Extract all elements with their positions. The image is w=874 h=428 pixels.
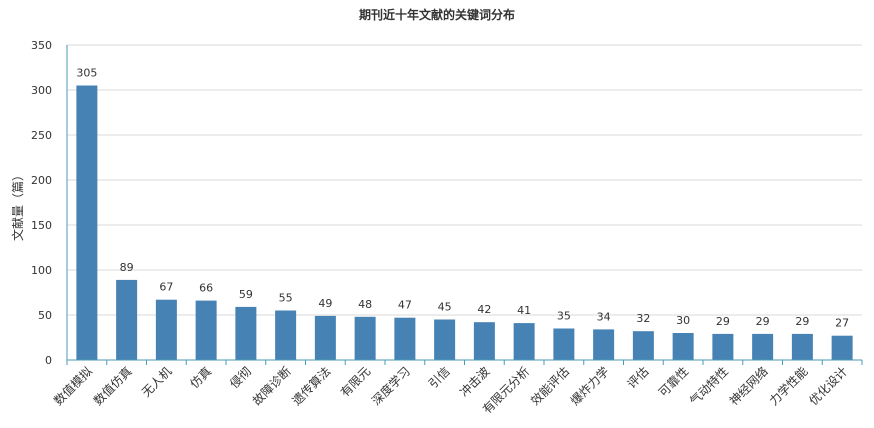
data-label: 45 [438,301,452,314]
y-tick-label: 50 [38,309,52,322]
gridlines [67,44,862,316]
x-tick-label: 故障诊断 [249,364,294,409]
data-label: 59 [239,288,253,301]
data-label: 30 [676,314,690,327]
y-tick-label: 350 [31,39,52,52]
bar-2 [116,279,138,360]
x-tick-label: 神经网络 [726,364,771,409]
data-label: 34 [597,310,611,323]
y-tick-label: 0 [45,354,52,367]
x-tick-label: 效能评估 [527,364,572,409]
bar-3 [155,299,177,360]
bar-5 [235,306,257,360]
data-label: 89 [120,261,134,274]
bar-17 [712,333,734,360]
data-label: 35 [557,310,571,323]
data-label: 47 [398,299,412,312]
bar-4 [195,300,217,360]
data-label: 29 [716,315,730,328]
bar-16 [672,333,694,360]
data-label: 67 [159,281,173,294]
y-ticks: 0 50 100 150 200 250 300 350 [31,39,52,367]
bar-20 [831,335,853,360]
data-label: 55 [279,292,293,305]
x-tick-label: 侵彻 [226,364,254,392]
bar-14 [593,329,615,360]
bar-11 [473,322,495,360]
x-tick-label: 数值仿真 [90,364,135,409]
x-tick-label: 数值模拟 [50,364,95,409]
y-tick-label: 150 [31,219,52,232]
x-tick-label: 深度学习 [368,364,413,409]
bars-group [76,85,853,360]
data-label: 29 [756,315,770,328]
y-tick-label: 250 [31,129,52,142]
x-tick-label: 引信 [426,364,453,391]
bar-13 [553,328,575,360]
data-label: 66 [199,282,213,295]
x-tick-label: 优化设计 [806,364,850,408]
x-tick-label: 爆炸力学 [567,364,612,409]
x-tick-label: 可靠性 [656,364,691,399]
y-tick-label: 200 [31,174,52,187]
bar-19 [791,333,813,360]
x-tick-label: 冲击波 [456,364,492,400]
x-tick-label: 力学性能 [766,364,811,409]
data-label: 27 [835,317,849,330]
y-axis-label: 文献量（篇） [10,169,25,241]
data-label: 49 [318,297,332,310]
data-label: 42 [477,303,491,316]
bar-10 [434,319,456,360]
chart-title: 期刊近十年文献的关键词分布 [359,7,515,22]
x-tick-label: 仿真 [187,364,214,391]
axes [66,45,863,365]
bar-7 [314,315,336,360]
bar-18 [752,333,774,360]
x-tick-label: 有限元 [338,364,373,399]
x-tick-label: 评估 [625,364,652,391]
bar-9 [394,317,416,360]
x-tick-label: 无人机 [139,364,174,399]
bar-1 [76,85,98,360]
data-labels: 305 89 67 66 59 55 49 48 47 45 42 41 35 34 32 30 29 29 29 2… [76,67,849,330]
bar-15 [632,331,654,360]
x-tick-label: 遗传算法 [289,364,334,409]
data-label: 32 [636,312,650,325]
data-label: 305 [76,67,97,80]
data-label: 29 [795,315,809,328]
y-tick-label: 300 [31,84,52,97]
data-label: 48 [358,298,372,311]
y-tick-label: 100 [31,264,52,277]
bar-12 [513,323,535,360]
bar-6 [275,310,297,360]
bar-8 [354,316,376,360]
data-label: 41 [517,304,531,317]
x-tick-label: 气动特性 [686,364,731,409]
